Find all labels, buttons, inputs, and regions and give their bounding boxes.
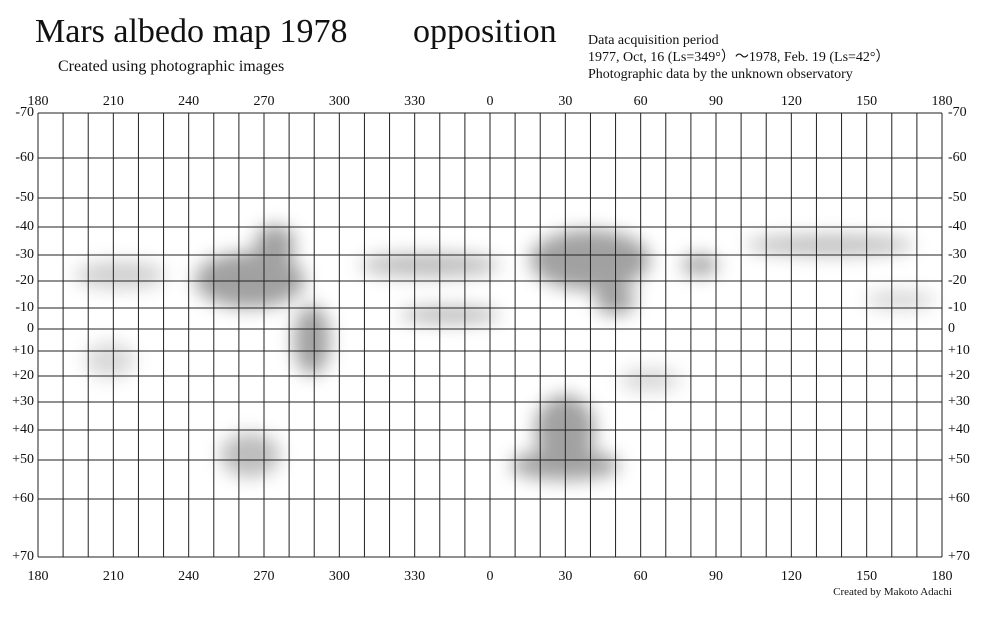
latitude-label: 0 [27,321,34,336]
subtitle: Created using photographic images [58,58,284,75]
longitude-label: 30 [558,94,572,109]
longitude-label: 90 [709,94,723,109]
latitude-label: +60 [948,491,970,506]
latitude-label: -30 [948,247,967,262]
longitude-label: 0 [487,94,494,109]
longitude-label: 150 [856,94,877,109]
latitude-label: +20 [12,368,34,383]
latitude-label: -10 [15,300,34,315]
latitude-label: +20 [948,368,970,383]
latitude-label: -50 [948,190,967,205]
latitude-label: -30 [15,247,34,262]
latitude-label: -60 [948,150,967,165]
longitude-label: 300 [329,94,350,109]
grid [37,112,943,558]
title-suffix: opposition [413,13,557,50]
longitude-label: 180 [28,94,49,109]
longitude-label: 300 [329,569,350,584]
longitude-label: 210 [103,569,124,584]
longitude-label: 180 [932,94,953,109]
longitude-label: 0 [487,569,494,584]
latitude-label: +50 [948,452,970,467]
latitude-label: +40 [948,422,970,437]
latitude-label: -60 [15,150,34,165]
longitude-label: 270 [254,569,275,584]
longitude-label: 120 [781,569,802,584]
longitude-label: 30 [558,569,572,584]
info-line: Data acquisition period [588,33,719,48]
latitude-label: -70 [15,105,34,120]
longitude-label: 330 [404,94,425,109]
latitude-label: -40 [15,219,34,234]
longitude-label: 180 [932,569,953,584]
longitude-label: 60 [634,569,648,584]
latitude-label: +10 [948,343,970,358]
latitude-label: +30 [12,394,34,409]
longitude-label: 270 [254,94,275,109]
latitude-label: -20 [15,273,34,288]
longitude-label: 180 [28,569,49,584]
longitude-label: 240 [178,569,199,584]
longitude-label: 240 [178,94,199,109]
latitude-label: -20 [948,273,967,288]
latitude-label: +50 [12,452,34,467]
latitude-label: +70 [948,549,970,564]
latitude-label: -50 [15,190,34,205]
longitude-label: 60 [634,94,648,109]
latitude-label: -70 [948,105,967,120]
latitude-label: +40 [12,422,34,437]
latitude-label: -10 [948,300,967,315]
latitude-label: +10 [12,343,34,358]
title: Mars albedo map 1978 [35,13,348,50]
longitude-label: 120 [781,94,802,109]
latitude-label: +60 [12,491,34,506]
longitude-label: 330 [404,569,425,584]
info-line: 1977, Oct, 16 (Ls=349°）～1978, Feb. 19 (L… [588,49,890,65]
longitude-label: 150 [856,569,877,584]
latitude-label: +30 [948,394,970,409]
info-line: Photographic data by the unknown observa… [588,67,853,82]
latitude-label: -40 [948,219,967,234]
longitude-label: 210 [103,94,124,109]
latitude-label: 0 [948,321,955,336]
latitude-label: +70 [12,549,34,564]
credit: Created by Makoto Adachi [833,586,952,598]
longitude-label: 90 [709,569,723,584]
albedo-shading [75,225,935,480]
